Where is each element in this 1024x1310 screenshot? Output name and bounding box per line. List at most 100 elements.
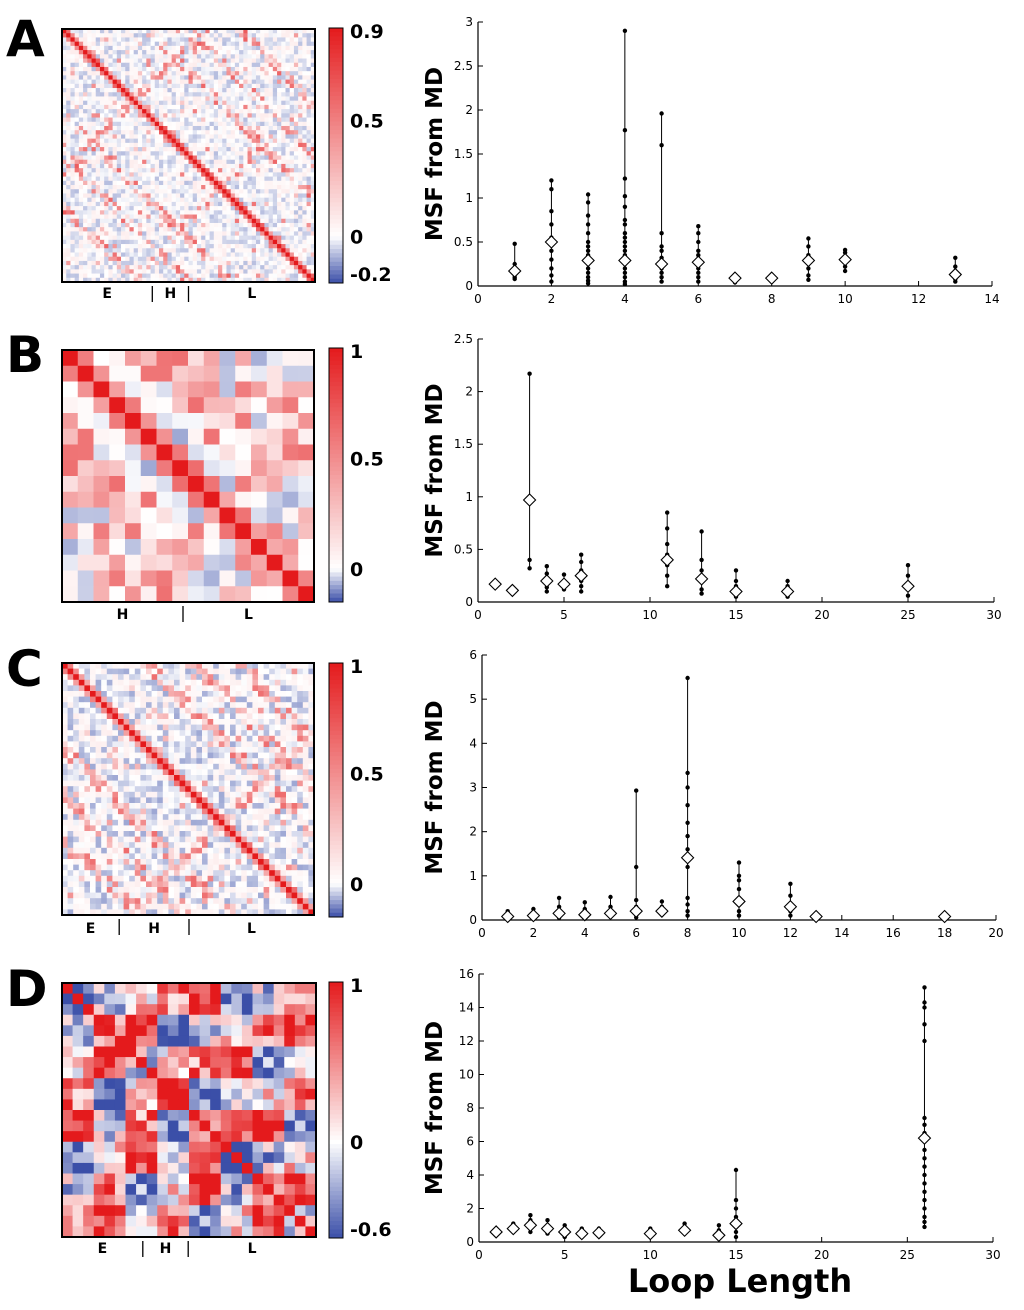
heatmap-cell <box>171 193 177 199</box>
heatmap-cell <box>222 206 227 211</box>
heatmap-cell <box>108 210 113 215</box>
heatmap-cell <box>277 92 282 97</box>
heatmap-cell <box>289 185 295 190</box>
heatmap-cell <box>106 719 113 725</box>
heatmap-cell <box>112 96 118 102</box>
heatmap-cell <box>192 193 198 199</box>
heatmap-cell <box>306 113 312 118</box>
heatmap-cell <box>167 79 173 85</box>
heatmap-cell <box>196 730 203 737</box>
heatmap-cell <box>218 235 223 241</box>
heatmap-cell <box>129 189 135 194</box>
colorbar-segment <box>329 91 343 97</box>
heatmap-cell <box>218 125 223 131</box>
heatmap-cell <box>298 176 303 182</box>
heatmap-cell <box>201 88 206 93</box>
heatmap-cell <box>125 252 130 258</box>
heatmap-cell <box>188 50 194 55</box>
heatmap-cell <box>289 269 295 274</box>
data-point <box>699 568 704 573</box>
heatmap-cell <box>213 685 220 692</box>
heatmap-cell <box>188 350 205 367</box>
heatmap-cell <box>264 83 270 89</box>
heatmap-cell <box>93 586 110 603</box>
heatmap-cell <box>218 54 223 59</box>
heatmap-cell <box>243 185 248 190</box>
heatmap-cell <box>260 29 265 34</box>
heatmap-cell <box>78 707 85 714</box>
heatmap-cell <box>310 168 316 173</box>
heatmap-cell <box>129 256 135 262</box>
heatmap-cell <box>205 231 210 237</box>
heatmap-cell <box>109 365 126 382</box>
heatmap-cell <box>246 707 253 714</box>
heatmap-cell <box>205 130 210 135</box>
heatmap-cell <box>134 696 141 703</box>
heatmap-cell <box>95 147 101 152</box>
colorbar-segment <box>329 386 343 391</box>
heatmap-cell <box>171 227 177 232</box>
heatmap-cell <box>190 707 197 714</box>
heatmap-cell <box>260 96 265 102</box>
heatmap-cell <box>260 214 265 220</box>
heatmap-cell <box>260 218 265 224</box>
heatmap-cell <box>158 45 164 51</box>
colorbar-segment <box>329 40 343 46</box>
heatmap-cell <box>251 185 257 190</box>
heatmap-cell <box>251 58 257 64</box>
heatmap-cell <box>91 222 97 228</box>
x-tick-label: 12 <box>911 292 926 306</box>
colorbar-tick-label: 0 <box>350 227 363 249</box>
heatmap-cell <box>222 163 227 169</box>
heatmap-cell <box>192 58 198 64</box>
heatmap-cell <box>62 214 67 220</box>
heatmap-cell <box>218 231 223 237</box>
heatmap-cell <box>251 134 257 140</box>
heatmap-cell <box>251 381 268 398</box>
heatmap-cell <box>108 62 113 68</box>
heatmap-cell <box>255 134 261 140</box>
heatmap-cell <box>264 256 270 262</box>
heatmap-cell <box>274 679 281 686</box>
heatmap-cell <box>171 163 177 169</box>
heatmap-cell <box>260 121 265 127</box>
heatmap-cell <box>255 197 261 203</box>
heatmap-cell <box>118 679 124 686</box>
heatmap-cell <box>293 256 299 262</box>
heatmap-cell <box>285 151 291 156</box>
heatmap-cell <box>70 231 76 237</box>
heatmap-cell <box>302 66 307 72</box>
heatmap-cell <box>74 66 80 72</box>
heatmap-cell <box>302 138 307 144</box>
heatmap-cell <box>179 741 186 748</box>
data-point <box>579 589 584 594</box>
heatmap-cell <box>260 83 265 89</box>
heatmap-cell <box>142 41 147 47</box>
heatmap-cell <box>247 125 253 131</box>
heatmap-cell <box>251 121 257 127</box>
heatmap-cell <box>93 507 110 524</box>
heatmap-cell <box>146 176 151 182</box>
heatmap-cell <box>99 33 105 38</box>
colorbar-segment <box>329 419 343 425</box>
heatmap-cell <box>62 719 68 725</box>
heatmap-cell <box>235 428 252 445</box>
colorbar-segment <box>329 407 343 412</box>
heatmap-cell <box>162 691 169 697</box>
heatmap-cell <box>268 117 274 123</box>
heatmap-cell <box>255 239 261 245</box>
heatmap-cell <box>205 256 210 262</box>
heatmap-cell <box>226 66 232 72</box>
heatmap-cell <box>280 679 287 686</box>
heatmap-cell <box>108 197 113 203</box>
heatmap-cell <box>235 679 242 686</box>
mean-marker <box>522 493 537 507</box>
heatmap-cell <box>140 428 157 445</box>
heatmap-cell <box>180 206 185 211</box>
heatmap-cell <box>180 113 185 118</box>
heatmap-cell <box>302 248 307 253</box>
heatmap-cell <box>123 679 130 686</box>
heatmap-cell <box>247 62 253 68</box>
heatmap-cell <box>109 570 126 587</box>
heatmap-cell <box>73 663 80 669</box>
